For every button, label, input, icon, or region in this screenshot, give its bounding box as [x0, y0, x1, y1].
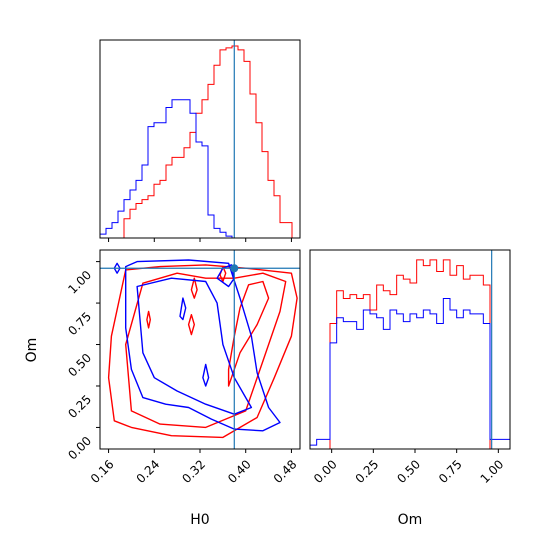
hist-h0-frame — [99, 39, 301, 239]
om-xtick-label-4: 1.00 — [478, 457, 507, 486]
om-ytick-label-2: 0.50 — [65, 351, 94, 380]
om-ytick-label-0: 0.00 — [65, 434, 94, 463]
contour-red-6 — [146, 310, 151, 329]
h0-tick-label-4: 0.48 — [271, 457, 300, 486]
contour-blue-3 — [179, 297, 187, 321]
h0-tick-label-3: 0.40 — [225, 457, 254, 486]
contour-red-0 — [107, 264, 298, 439]
om-xtick-label-0: 0.00 — [311, 457, 340, 486]
om-ytick-label-3: 0.75 — [65, 309, 94, 338]
hist-om-blue-series — [309, 297, 511, 449]
om-yaxis-label: Om — [24, 338, 40, 363]
contour-blue-1 — [136, 277, 253, 415]
h0-tick-label-2: 0.32 — [179, 457, 208, 486]
contour-red-2 — [227, 280, 270, 387]
joint-contours — [100, 250, 300, 449]
h0-axis-label: H0 — [190, 512, 209, 528]
om-xtick-label-3: 0.75 — [436, 457, 465, 486]
hist-om-red-series — [310, 259, 510, 450]
hist-h0-red-series — [100, 45, 298, 239]
joint-truth-marker — [230, 264, 239, 273]
h0-tick-label-0: 0.16 — [88, 457, 117, 486]
om-xtick-label-1: 0.25 — [353, 457, 382, 486]
om-ytick-label-1: 0.25 — [65, 392, 94, 421]
h0-tick-label-1: 0.24 — [134, 457, 163, 486]
contour-red-3 — [190, 277, 198, 299]
contour-blue-0 — [125, 259, 281, 432]
hist-om-frame — [309, 249, 511, 450]
joint-frame — [99, 249, 301, 450]
om-xtick-label-2: 0.50 — [394, 457, 423, 486]
om-ytick-label-4: 1.00 — [65, 268, 94, 297]
om-xaxis-label: Om — [398, 512, 423, 528]
contour-blue-4 — [202, 363, 210, 387]
contour-red-1 — [125, 272, 287, 429]
contour-red-5 — [187, 314, 195, 336]
